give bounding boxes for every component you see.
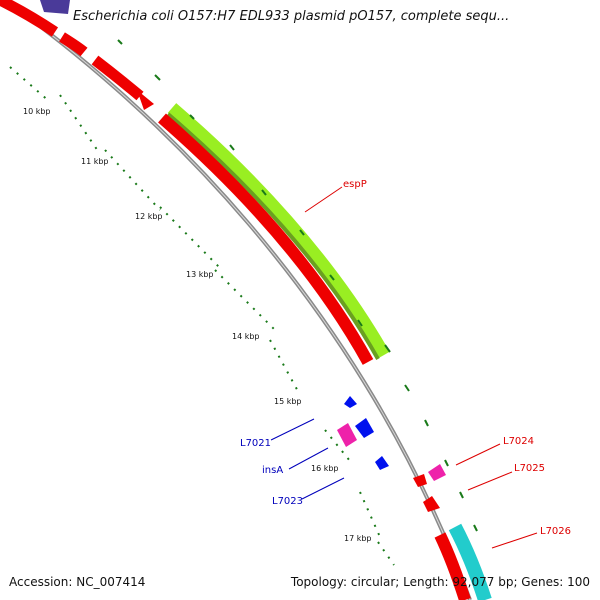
accession-label: Accession: NC_007414 <box>9 575 146 589</box>
label-L7023: L7023 <box>272 496 303 507</box>
tick-label-14kbp: 14 kbp <box>232 332 260 341</box>
L7026-red <box>434 532 471 600</box>
outer-ticks <box>117 39 478 532</box>
L7025-feature <box>413 474 427 487</box>
cds-arrow-2 <box>59 32 88 57</box>
map-title: Escherichia coli O157:H7 EDL933 plasmid … <box>73 9 510 24</box>
tick-label-12kbp: 12 kbp <box>135 212 163 221</box>
tick-label-17kbp: 17 kbp <box>344 534 372 543</box>
cds-arrow-3 <box>91 55 144 101</box>
espP-gene-shade <box>166 112 380 360</box>
blue-feature-3 <box>375 456 389 470</box>
cds-arrow-3-head <box>137 90 154 110</box>
leader-lines-red <box>304 186 538 549</box>
L7024-feature <box>428 464 446 481</box>
cds-long <box>158 113 374 365</box>
cyan-feature <box>448 523 492 600</box>
blue-feature-1 <box>344 396 357 408</box>
backbone-outer <box>0 0 472 600</box>
label-espP: espP <box>343 179 367 190</box>
tick-marks <box>9 66 395 566</box>
tick-label-16kbp: 16 kbp <box>311 464 339 473</box>
dark-blue-feature <box>40 0 70 14</box>
cds-arrow-1 <box>0 0 59 37</box>
tick-label-13kbp: 13 kbp <box>186 270 214 279</box>
L7021-feature <box>337 423 357 447</box>
tick-label-10kbp: 10 kbp <box>23 107 51 116</box>
red-feature-small <box>423 496 440 512</box>
label-insA: insA <box>262 465 283 476</box>
label-L7025: L7025 <box>514 463 545 474</box>
tick-label-11kbp: 11 kbp <box>81 157 109 166</box>
leader-lines-blue <box>270 418 345 500</box>
insA-feature <box>355 418 374 438</box>
summary-label: Topology: circular; Length: 92,077 bp; G… <box>290 575 590 589</box>
label-L7021: L7021 <box>240 438 271 449</box>
tick-label-15kbp: 15 kbp <box>274 397 302 406</box>
label-L7026: L7026 <box>540 526 571 537</box>
label-L7024: L7024 <box>503 436 534 447</box>
backbone-inner <box>3 0 471 600</box>
espP-gene <box>167 103 390 359</box>
